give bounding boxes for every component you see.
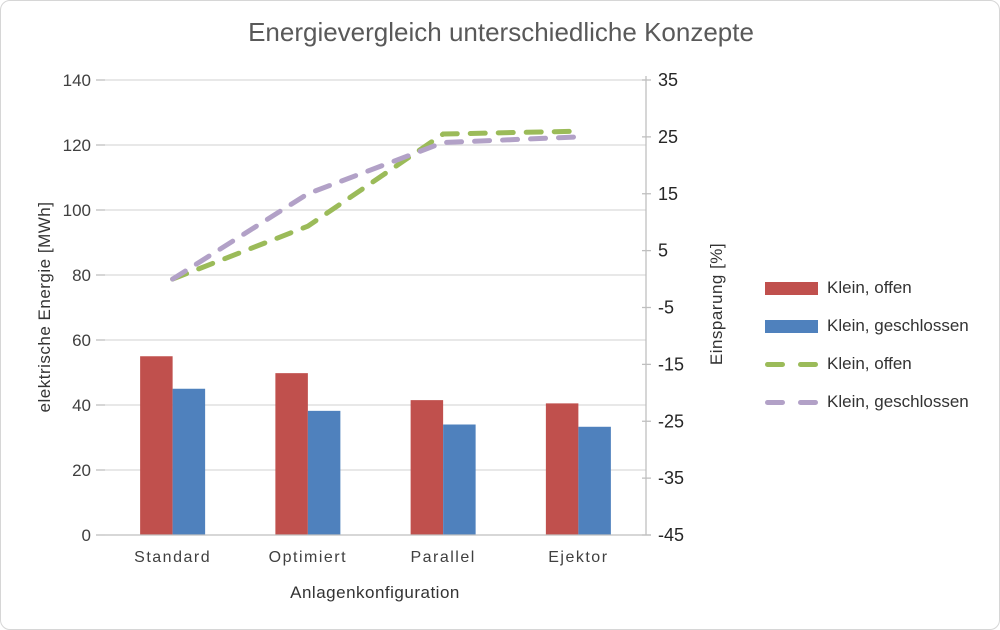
legend-item[interactable]: Klein, geschlossen bbox=[765, 383, 997, 421]
dashed-line-series[interactable] bbox=[170, 134, 581, 282]
x-axis-category-label: Ejektor bbox=[548, 549, 608, 566]
legend-label: Klein, geschlossen bbox=[827, 392, 969, 411]
legend-dashed-line-swatch bbox=[765, 399, 818, 405]
left-axis-tick-label: 60 bbox=[72, 331, 91, 350]
dashed-line-series[interactable] bbox=[170, 128, 581, 282]
legend-bar-swatch bbox=[765, 281, 818, 295]
left-axis-tick-label: 0 bbox=[82, 526, 91, 545]
right-axis-tick-label: 15 bbox=[658, 184, 678, 204]
legend-label: Klein, offen bbox=[827, 278, 912, 297]
axis-lines bbox=[96, 76, 651, 536]
bar[interactable] bbox=[545, 403, 579, 535]
right-axis-tick-label: 25 bbox=[658, 127, 678, 147]
left-axis-tick-label: 40 bbox=[72, 396, 91, 415]
x-axis-category-label: Parallel bbox=[410, 549, 475, 566]
legend-bar-swatch bbox=[765, 319, 818, 333]
left-axis-tick-label: 100 bbox=[63, 201, 91, 220]
bar[interactable] bbox=[140, 356, 173, 535]
legend-label: Klein, geschlossen bbox=[827, 316, 969, 335]
x-axis-category-label: Optimiert bbox=[269, 549, 347, 566]
right-axis-tick-label: 5 bbox=[658, 241, 668, 261]
bar[interactable] bbox=[443, 424, 476, 536]
legend-item[interactable]: Klein, offen bbox=[765, 345, 997, 383]
bar-series bbox=[140, 356, 579, 535]
x-axis-category-label: Standard bbox=[134, 549, 211, 566]
left-axis-tick-label: 80 bbox=[72, 266, 91, 285]
bar[interactable] bbox=[307, 410, 341, 535]
legend-item[interactable]: Klein, geschlossen bbox=[765, 307, 997, 345]
right-axis-tick-label: 35 bbox=[658, 70, 678, 90]
right-axis-tick-label: -5 bbox=[658, 298, 674, 318]
legend-dash bbox=[798, 399, 818, 405]
x-axis-title: Anlagenkonfiguration bbox=[290, 583, 460, 602]
legend-dash bbox=[765, 399, 785, 405]
right-axis-tick-label: -25 bbox=[658, 411, 684, 431]
bar[interactable] bbox=[410, 400, 444, 535]
right-axis-tick-label: -45 bbox=[658, 525, 684, 545]
bar[interactable] bbox=[172, 388, 206, 535]
bar-series bbox=[172, 388, 611, 536]
legend-dashed-line-swatch bbox=[765, 361, 818, 367]
bar[interactable] bbox=[578, 426, 611, 535]
left-axis-tick-label: 140 bbox=[63, 71, 91, 90]
chart-title: Energievergleich unterschiedliche Konzep… bbox=[248, 17, 754, 47]
right-axis-tick-label: -15 bbox=[658, 354, 684, 374]
legend-label: Klein, offen bbox=[827, 354, 912, 373]
left-axis-tick-label: 120 bbox=[63, 136, 91, 155]
legend: Klein, offen Klein, geschlossen Klein, off… bbox=[765, 269, 997, 421]
legend-item[interactable]: Klein, offen bbox=[765, 269, 997, 307]
tick-labels: 0 20 40 60 80 100 120 140 35 25 15 5 -5 -15 -25 -35 -45 S… bbox=[63, 70, 684, 566]
legend-dash bbox=[765, 361, 785, 367]
bar[interactable] bbox=[275, 373, 308, 535]
legend-dash bbox=[798, 361, 818, 367]
left-axis-tick-label: 20 bbox=[72, 461, 91, 480]
right-axis-tick-label: -35 bbox=[658, 468, 684, 488]
